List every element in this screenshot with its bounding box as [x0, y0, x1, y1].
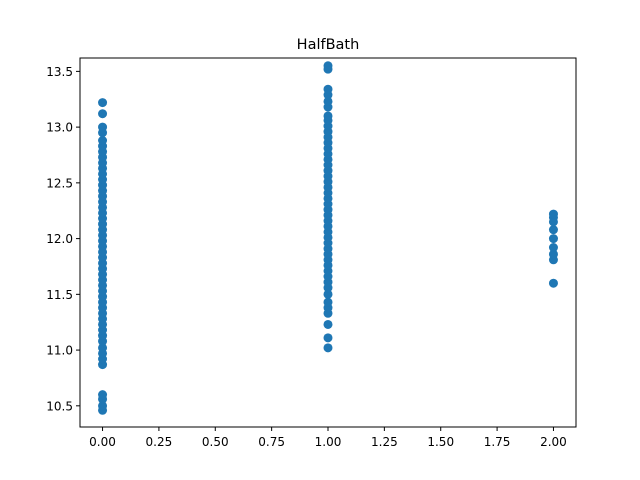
- data-point: [548, 234, 558, 244]
- data-point: [548, 225, 558, 235]
- data-point: [323, 289, 333, 299]
- data-points: [98, 61, 558, 415]
- data-point: [548, 249, 558, 259]
- x-tick-label: 0.75: [258, 435, 285, 449]
- data-point: [98, 390, 108, 400]
- data-point: [548, 209, 558, 219]
- data-point: [323, 96, 333, 106]
- data-point: [548, 278, 558, 288]
- data-point: [323, 61, 333, 71]
- x-axis: 0.00 0.25 0.50 0.75 1.00 1.25 1.50 1.75 2.00: [89, 427, 567, 449]
- data-point: [98, 122, 108, 132]
- data-point: [323, 333, 333, 343]
- y-tick-label: 12.5: [46, 176, 73, 190]
- x-tick-label: 1.25: [371, 435, 398, 449]
- x-tick-label: 0.50: [202, 435, 229, 449]
- data-point: [548, 243, 558, 253]
- x-tick-label: 2.00: [540, 435, 567, 449]
- chart-title: HalfBath: [297, 37, 360, 53]
- y-axis: 10.5 11.0 11.5 12.0 12.5 13.0 13.5: [46, 65, 80, 413]
- data-point: [98, 109, 108, 119]
- data-point: [98, 343, 108, 353]
- y-tick-label: 13.5: [46, 65, 73, 79]
- y-tick-label: 10.5: [46, 399, 73, 413]
- data-point: [323, 84, 333, 94]
- data-point: [323, 111, 333, 121]
- x-tick-label: 0.00: [89, 435, 116, 449]
- data-point: [323, 297, 333, 307]
- y-tick-label: 12.0: [46, 232, 73, 246]
- data-point: [98, 98, 108, 108]
- x-tick-label: 0.25: [146, 435, 173, 449]
- x-tick-label: 1.00: [315, 435, 342, 449]
- y-tick-label: 13.0: [46, 121, 73, 135]
- data-point: [98, 401, 108, 411]
- data-point: [323, 343, 333, 353]
- y-tick-label: 11.0: [46, 344, 73, 358]
- data-point: [98, 135, 108, 145]
- x-tick-label: 1.75: [484, 435, 511, 449]
- data-point: [323, 319, 333, 329]
- y-tick-label: 11.5: [46, 288, 73, 302]
- x-tick-label: 1.50: [427, 435, 454, 449]
